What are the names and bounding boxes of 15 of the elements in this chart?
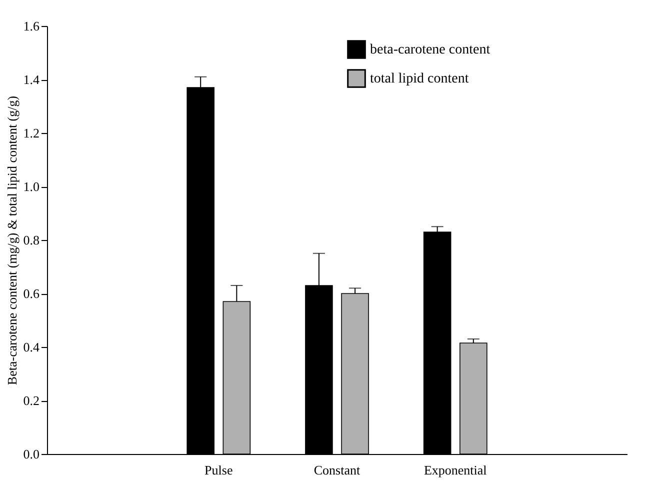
y-tick-label: 1.4 <box>23 72 40 87</box>
x-tick-label: Pulse <box>204 462 233 478</box>
y-tick-label: 0.8 <box>23 232 40 248</box>
x-tick-label: Constant <box>314 462 360 478</box>
y-tick-label: 0.2 <box>23 393 40 408</box>
y-tick-label: 0.0 <box>23 446 40 462</box>
x-tick-label: Exponential <box>424 462 488 478</box>
y-tick-label: 0.4 <box>23 340 40 354</box>
y-tick-label: 1.0 <box>23 179 40 194</box>
legend-label: total lipid content <box>370 72 469 86</box>
y-axis-title: Beta-carotene content (mg/g) & total lipid content (g/g) <box>4 96 20 386</box>
y-tick-label: 1.6 <box>23 18 40 34</box>
y-tick-label: 1.2 <box>23 126 40 140</box>
legend-label: beta-carotene content <box>370 42 490 58</box>
y-tick-label: 0.6 <box>23 286 40 301</box>
